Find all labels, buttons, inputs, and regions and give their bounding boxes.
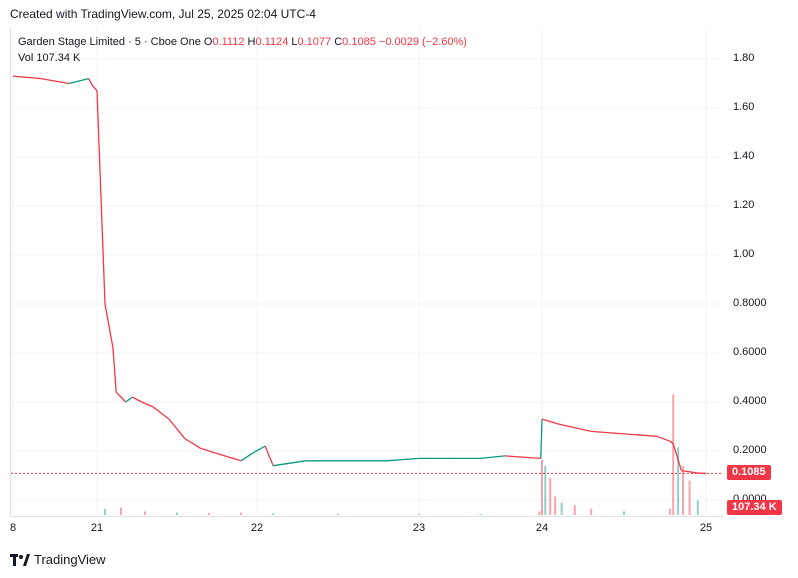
symbol-name[interactable]: Garden Stage Limited · 5 · Cboe One xyxy=(18,36,201,48)
y-tick-label: 1.80 xyxy=(733,52,755,64)
volume-bar xyxy=(479,513,482,515)
vol-value: 107.34 K xyxy=(36,52,81,64)
volume-bars xyxy=(104,394,699,515)
price-segment xyxy=(141,401,154,408)
x-tick-label: 25 xyxy=(699,522,713,534)
y-tick-label: 0.6000 xyxy=(733,346,767,358)
y-tick-label: 1.00 xyxy=(733,248,755,260)
volume-bar xyxy=(544,465,547,515)
price-segment xyxy=(68,77,89,85)
price-segment xyxy=(125,396,133,403)
brand-text: TradingView xyxy=(34,552,106,567)
volume-bar xyxy=(677,447,680,515)
high-value: 0.1124 xyxy=(255,36,289,48)
price-segment xyxy=(273,460,306,467)
open-label: O xyxy=(203,36,213,48)
price-segment xyxy=(681,469,698,474)
volume-bar xyxy=(549,478,552,515)
y-tick-label: 0.8000 xyxy=(733,297,767,309)
volume-bar xyxy=(554,496,557,515)
price-segment xyxy=(104,303,114,349)
price-segment xyxy=(92,85,98,92)
volume-bar xyxy=(682,465,685,515)
low-value: 0.1077 xyxy=(297,36,332,48)
created-with-text: Created with TradingView.com, Jul 25, 20… xyxy=(10,7,316,21)
price-segment xyxy=(216,452,234,459)
volume-bar xyxy=(176,512,178,515)
price-segment xyxy=(152,406,170,420)
y-tick-label: 1.60 xyxy=(733,101,755,113)
price-segment xyxy=(505,455,541,459)
volume-bar xyxy=(120,507,122,515)
price-segment xyxy=(184,438,202,450)
y-tick-label: 1.40 xyxy=(733,150,755,162)
price-segment xyxy=(131,396,143,403)
volume-bar xyxy=(696,500,699,515)
last-volume-tag: 107.34 K xyxy=(727,500,782,515)
volume-bar xyxy=(208,513,210,515)
y-tick-label: 1.20 xyxy=(733,199,755,211)
price-segment xyxy=(264,445,274,466)
volume-bar xyxy=(538,511,541,515)
low-label: L xyxy=(291,36,298,48)
volume-bar xyxy=(590,508,593,515)
volume-bar xyxy=(337,513,339,515)
volume-bar xyxy=(144,511,146,515)
y-tick-label: 0.2000 xyxy=(733,444,767,456)
price-segment xyxy=(240,452,253,462)
price-segment xyxy=(540,419,543,459)
volume-legend: Vol 107.34 K xyxy=(18,52,80,64)
chart-frame xyxy=(10,28,724,517)
price-segment xyxy=(656,435,671,442)
price-segment xyxy=(200,447,218,455)
x-tick-label: 22 xyxy=(250,522,264,534)
x-tick-label: 21 xyxy=(90,522,104,534)
volume-bar xyxy=(560,502,563,515)
volume-bar xyxy=(672,394,675,515)
price-segment xyxy=(386,457,420,462)
price-segment xyxy=(96,90,106,305)
price-segment xyxy=(115,391,127,403)
change-value: −0.0029 (−2.60%) xyxy=(378,36,467,48)
volume-bar xyxy=(104,508,106,515)
vol-label: Vol xyxy=(18,52,34,64)
price-segment xyxy=(12,75,42,80)
volume-bar xyxy=(272,513,275,515)
volume-bar xyxy=(668,508,671,515)
ohlc-legend: Garden Stage Limited · 5 · Cboe One O0.1… xyxy=(18,36,467,48)
high-label: H xyxy=(247,36,256,48)
price-segment xyxy=(558,423,592,433)
grid-lines xyxy=(11,28,722,515)
price-segment xyxy=(88,78,94,87)
price-segment xyxy=(623,433,657,437)
y-tick-label: 0.4000 xyxy=(733,395,767,407)
volume-bar xyxy=(240,512,242,515)
price-segment xyxy=(168,418,186,440)
price-segment xyxy=(40,77,70,85)
volume-bar xyxy=(573,505,576,515)
price-segment xyxy=(591,430,625,435)
volume-bar xyxy=(623,511,625,515)
price-segment xyxy=(112,348,117,393)
last-price-tag: 0.1085 xyxy=(727,465,771,480)
price-segment xyxy=(251,445,266,455)
volume-bar xyxy=(418,513,420,515)
x-tick-label: 23 xyxy=(412,522,426,534)
open-value: 0.1112 xyxy=(212,36,245,48)
price-series xyxy=(12,75,707,475)
close-value: 0.1085 xyxy=(342,36,376,48)
close-label: C xyxy=(334,36,343,48)
price-segment xyxy=(480,455,506,459)
price-segment xyxy=(232,457,242,462)
tradingview-logo-icon xyxy=(10,553,30,566)
price-segment xyxy=(672,443,683,471)
x-tick-label: 24 xyxy=(535,522,549,534)
tradingview-brand[interactable]: TradingView xyxy=(10,552,106,567)
volume-bar xyxy=(688,480,691,515)
price-segment xyxy=(669,440,674,445)
volume-bar xyxy=(541,459,543,515)
x-tick-label: 8 xyxy=(9,522,17,534)
price-segment xyxy=(541,418,559,425)
